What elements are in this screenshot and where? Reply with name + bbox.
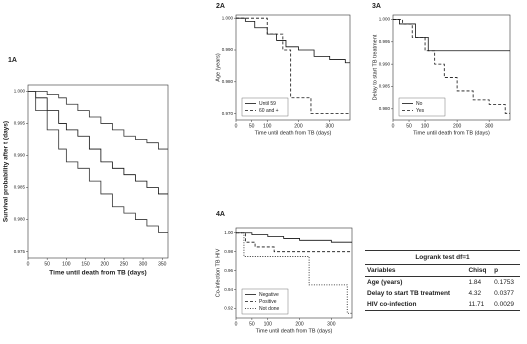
x-axis-label: Time until death from TB (days)	[413, 130, 490, 136]
y-tick-label: 0.995	[379, 39, 391, 44]
column-header: Variables	[365, 264, 467, 277]
legend-box	[241, 97, 289, 117]
y-tick-label: 0.980	[379, 106, 391, 111]
survival-curve	[236, 17, 350, 115]
y-tick-label: 1.000	[379, 17, 391, 22]
y-tick-label: 0.990	[379, 61, 391, 66]
survival-curve	[28, 91, 168, 150]
survival-curve	[393, 19, 510, 52]
x-tick-label: 350	[158, 261, 167, 267]
y-tick-label: 0.98	[224, 249, 233, 254]
x-tick-label: 0	[235, 321, 238, 327]
table-title: Logrank test df=1	[365, 250, 520, 265]
cell: 11.71	[466, 299, 493, 311]
x-tick-label: 300	[485, 123, 494, 129]
survival-curve	[236, 232, 352, 253]
plot-frame	[235, 227, 353, 319]
survival-curve	[393, 19, 510, 114]
x-axis-label: Time until death from TB (days)	[255, 130, 332, 136]
panel-label: 3A	[372, 3, 381, 10]
y-tick-label: 0.92	[224, 306, 233, 311]
legend-label: Not done	[259, 306, 280, 312]
y-tick-label: 1.000	[222, 15, 234, 20]
x-tick-label: 50	[249, 123, 255, 129]
y-tick-label: 0.970	[222, 111, 234, 116]
y-tick-label: 0.990	[222, 47, 234, 52]
cell: 0.1753	[494, 279, 515, 286]
cell: 0.0377	[494, 290, 515, 297]
y-axis-label: Delay to start TB treatment	[372, 34, 378, 100]
x-tick-label: 0	[392, 123, 395, 129]
cell: 0.0029	[492, 299, 520, 311]
legend-label: No	[416, 101, 423, 107]
column-header: p	[492, 264, 520, 277]
plot-frame	[392, 14, 511, 121]
panel-label: 1A	[8, 57, 17, 64]
x-tick-label: 50	[249, 321, 255, 327]
y-axis-label: Age (years)	[215, 53, 221, 82]
plot-frame	[235, 14, 351, 121]
y-tick-label: 0.980	[14, 217, 26, 222]
cell: HIV co-infection	[365, 299, 467, 311]
x-tick-label: 100	[263, 123, 272, 129]
y-tick-label: 0.980	[222, 79, 234, 84]
legend-label: 60 and +	[259, 108, 279, 114]
legend-label: Negative	[259, 292, 279, 298]
cell: 4.32	[468, 290, 482, 297]
x-tick-label: 200	[295, 321, 304, 327]
survival-curve	[28, 91, 168, 195]
x-tick-label: 50	[44, 261, 50, 267]
survival-curve	[28, 91, 168, 233]
x-tick-label: 0	[235, 123, 238, 129]
x-axis-label: Time until death from TB (days)	[49, 270, 146, 277]
y-tick-label: 0.975	[14, 249, 26, 254]
x-axis-label: Time until death from TB (days)	[256, 328, 333, 334]
y-tick-label: 1.00	[224, 230, 233, 235]
x-tick-label: 200	[453, 123, 462, 129]
legend-box	[398, 97, 446, 117]
x-tick-label: 50	[406, 123, 412, 129]
x-tick-label: 100	[264, 321, 273, 327]
survival-curve	[236, 17, 350, 64]
x-tick-label: 250	[120, 261, 129, 267]
table: Logrank test df=1 Variables Chisq p Age …	[365, 250, 520, 311]
y-tick-label: 0.985	[379, 84, 391, 89]
y-tick-label: 0.990	[14, 153, 26, 158]
cell: Age (years)	[367, 279, 403, 286]
x-tick-label: 200	[294, 123, 303, 129]
column-header: Chisq	[466, 264, 493, 277]
y-tick-label: 0.985	[14, 185, 26, 190]
survival-curve	[236, 232, 352, 314]
survival-curve	[236, 232, 352, 243]
y-axis-label: Survival probability after t (days)	[3, 121, 10, 222]
y-tick-label: 0.94	[224, 287, 233, 292]
panel-label: 2A	[216, 3, 225, 10]
x-tick-label: 100	[62, 261, 71, 267]
x-tick-label: 300	[139, 261, 148, 267]
legend-label: Positive	[259, 299, 277, 305]
panel-label: 4A	[216, 211, 225, 218]
y-tick-label: 1.000	[14, 89, 26, 94]
x-tick-label: 300	[326, 123, 335, 129]
x-tick-label: 100	[421, 123, 430, 129]
y-tick-label: 0.995	[14, 121, 26, 126]
x-tick-label: 0	[27, 261, 30, 267]
y-tick-label: 0.96	[224, 268, 233, 273]
x-tick-label: 300	[327, 321, 336, 327]
cell: 1.84	[468, 279, 482, 286]
y-axis-label: Co-infection TB HIV	[215, 248, 221, 297]
logrank-table: Logrank test df=1 Variables Chisq p Age …	[365, 250, 520, 311]
legend-label: Yes	[416, 108, 425, 114]
legend-box	[241, 288, 289, 315]
x-tick-label: 150	[81, 261, 90, 267]
cell: Delay to start TB treatment	[367, 290, 451, 297]
legend-label: Until 59	[259, 101, 276, 107]
x-tick-label: 200	[101, 261, 110, 267]
plot-frame	[27, 84, 169, 259]
